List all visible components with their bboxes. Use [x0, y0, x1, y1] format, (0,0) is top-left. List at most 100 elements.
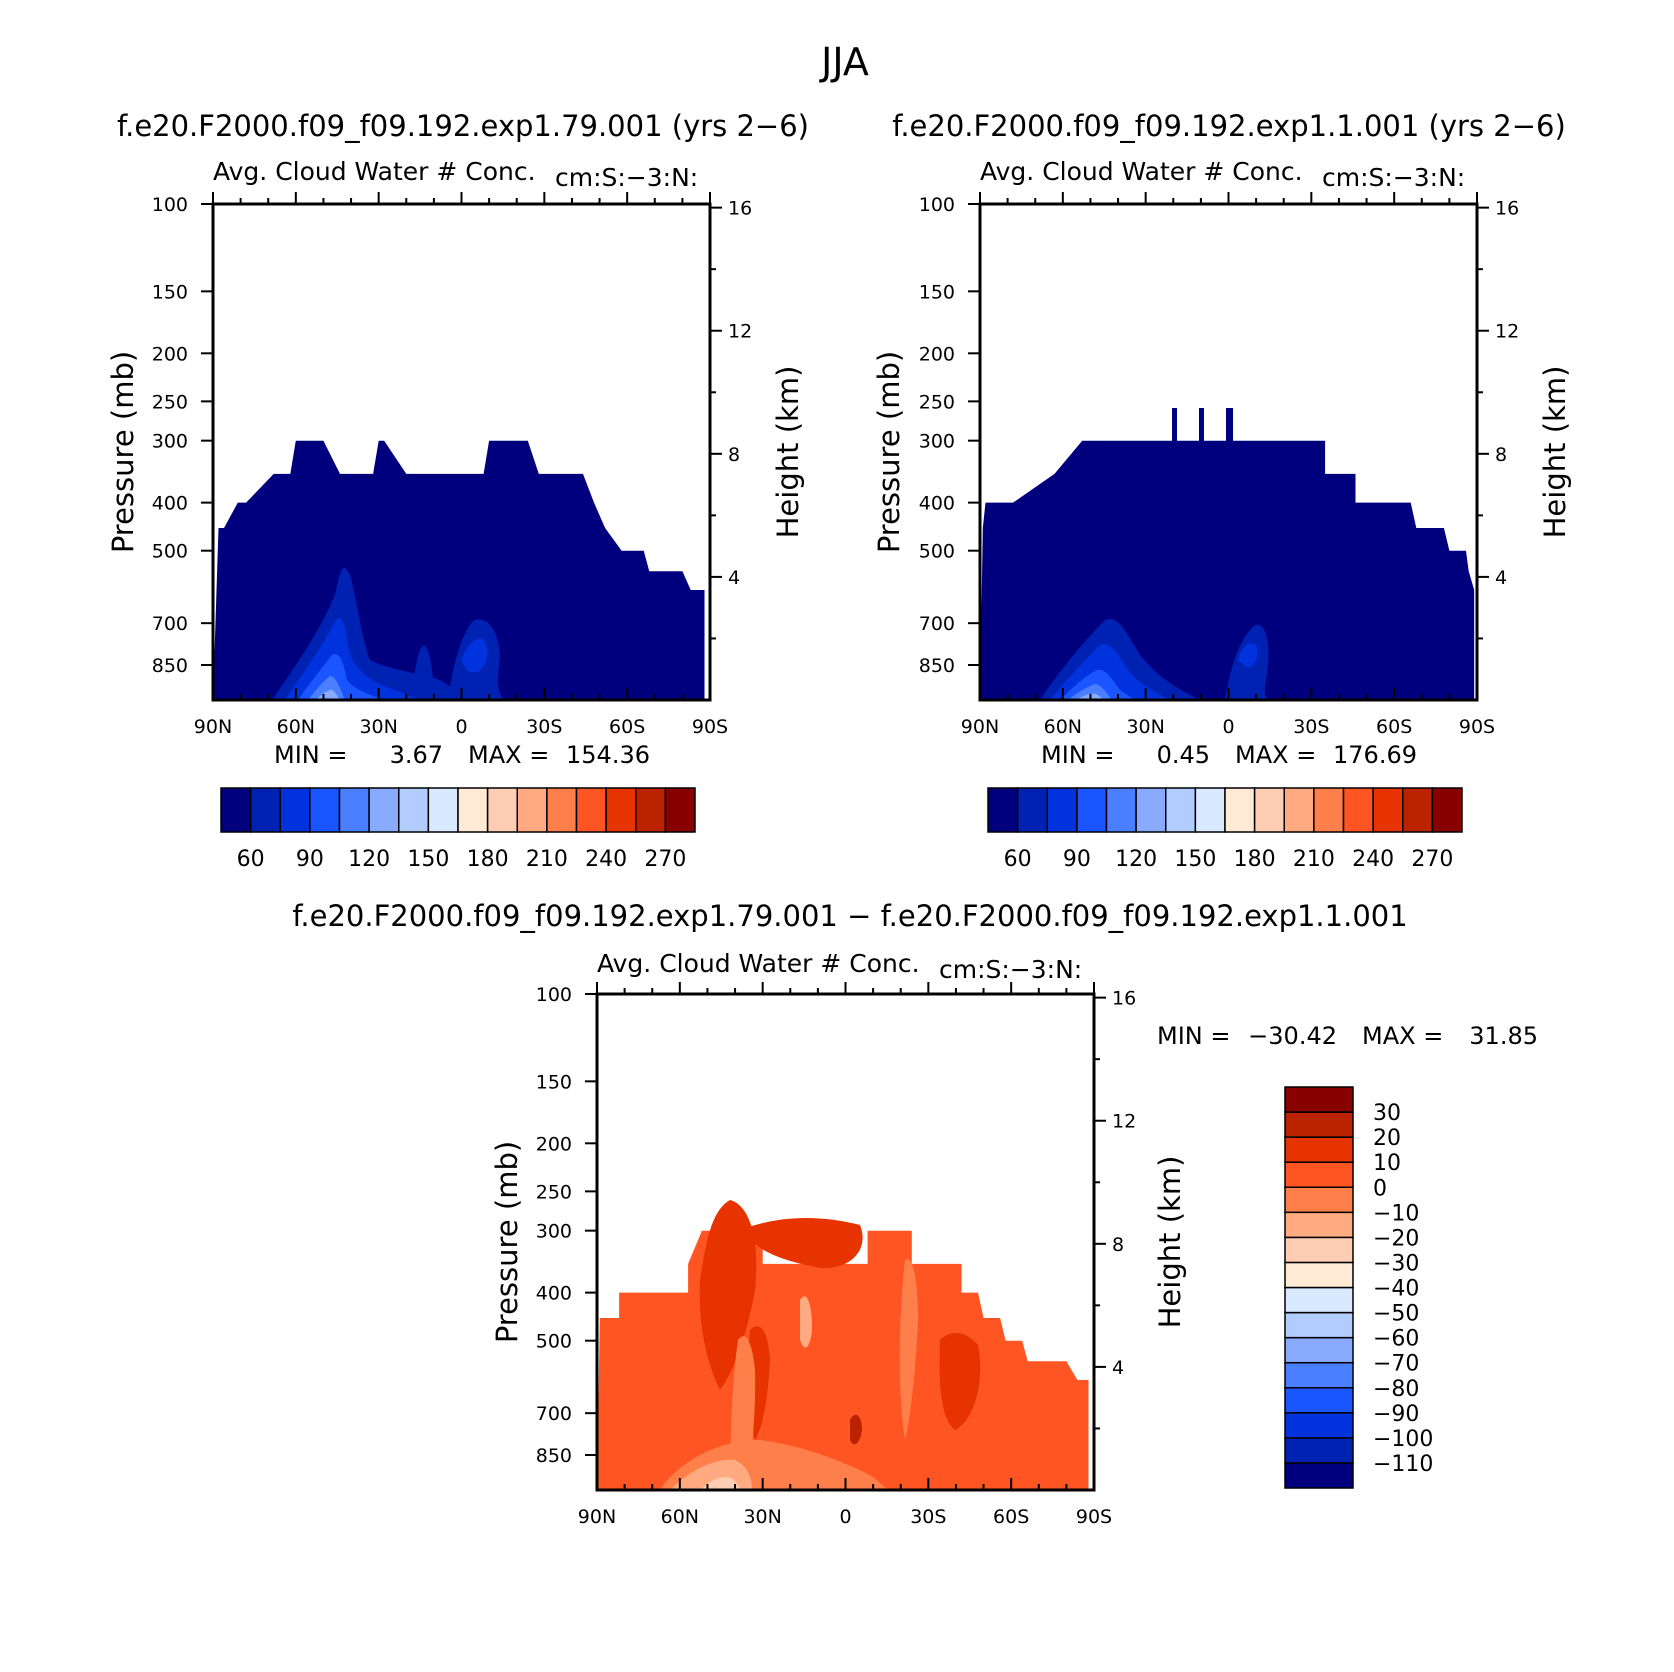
contour-level-10 [740, 1218, 863, 1269]
figure-title: JJA [819, 40, 869, 84]
colorbar-swatch [664, 787, 696, 833]
x-tick-label: 90S [692, 716, 728, 738]
y-right-tick-label: 4 [728, 567, 740, 589]
contour-level-5 [316, 690, 340, 700]
colorbar-label: −100 [1373, 1427, 1433, 1452]
colorbar-label: 180 [467, 847, 509, 872]
colorbar-label: 20 [1373, 1126, 1401, 1151]
colorbar-swatch [1284, 1336, 1354, 1364]
x-tick-label: 0 [1222, 716, 1234, 738]
colorbar-label: 270 [644, 847, 686, 872]
y-axis-right-label: Height (km) [1153, 1156, 1187, 1329]
panel-title: Avg. Cloud Water # Conc. [980, 157, 1303, 186]
colorbar-swatch [1284, 1236, 1354, 1264]
x-tick-label: 60S [1376, 716, 1412, 738]
y-right-tick-label: 4 [1112, 1357, 1124, 1379]
colorbar-label: −10 [1373, 1201, 1419, 1226]
y-axis-right: 16 12 8 4 [1094, 988, 1136, 1430]
contour-field [597, 1200, 1089, 1490]
y-tick-label: 100 [152, 194, 188, 216]
colorbar-swatch [279, 787, 311, 833]
y-tick-label: 300 [152, 431, 188, 453]
colorbar-swatch [605, 787, 637, 833]
colorbar-label: 90 [296, 847, 324, 872]
colorbar-swatch [1372, 787, 1404, 833]
y-right-tick-label: 16 [1112, 988, 1136, 1010]
y-tick-label: 300 [536, 1221, 572, 1243]
max-value: 154.36 [566, 741, 650, 769]
x-tick-label: 60S [993, 1506, 1029, 1528]
x-tick-label: 90N [961, 716, 999, 738]
colorbar-swatch [1076, 787, 1108, 833]
colorbar-label: 240 [585, 847, 627, 872]
y-tick-label: 700 [919, 613, 955, 635]
colorbar-label: 10 [1373, 1151, 1401, 1176]
x-tick-label: 90N [194, 716, 232, 738]
panel-units: cm:S:−3:N: [939, 955, 1082, 984]
colorbar-swatch [1284, 1311, 1354, 1339]
colorbar-swatch [368, 787, 400, 833]
y-tick-label: 400 [152, 493, 188, 515]
colorbar-label: 30 [1373, 1101, 1401, 1126]
min-value: 3.67 [390, 741, 443, 769]
colorbar-swatch [486, 787, 518, 833]
colorbar-swatch [309, 787, 341, 833]
x-tick-label: 30S [526, 716, 562, 738]
y-axis-right: 16 12 8 4 [710, 198, 752, 640]
y-right-tick-label: 8 [728, 444, 740, 466]
y-tick-label: 150 [152, 281, 188, 303]
y-axis-right: 16 12 8 4 [1477, 198, 1519, 640]
x-axis: 90N 60N 30N 0 30S 60S 90S [961, 192, 1495, 738]
y-tick-label: 150 [536, 1071, 572, 1093]
x-tick-label: 0 [839, 1506, 851, 1528]
colorbar-swatch [1284, 1186, 1354, 1214]
y-axis-right-label: Height (km) [771, 366, 805, 539]
x-axis: 90N 60N 30N 0 30S 60S 90S [578, 982, 1112, 1528]
colorbar-swatch [1284, 1437, 1354, 1464]
cloud-region [597, 1230, 1089, 1490]
y-axis-left: 100 150 200 250 300 400 500 700 850 [152, 194, 213, 677]
colorbar-label: −50 [1373, 1302, 1419, 1327]
x-tick-label: 0 [455, 716, 467, 738]
contour-blobs [1040, 619, 1269, 700]
colorbar-swatch [427, 787, 459, 833]
contour-field [980, 408, 1475, 700]
colorbar-label: −20 [1373, 1226, 1419, 1251]
contour-level-7 [700, 1477, 740, 1490]
colorbar-swatch [457, 787, 489, 833]
colorbar-label: 90 [1063, 847, 1091, 872]
x-tick-label: 30N [1126, 716, 1164, 738]
x-tick-label: 30N [359, 716, 397, 738]
colorbar-swatch [1284, 1211, 1354, 1239]
colorbar-swatch [1283, 787, 1315, 833]
colorbar-swatch [516, 787, 548, 833]
y-tick-label: 700 [152, 613, 188, 635]
min-label: MIN = [274, 741, 347, 769]
contour-level-10 [850, 1414, 862, 1445]
spike [1172, 408, 1177, 448]
colorbar-label: 120 [348, 847, 390, 872]
colorbar-label: 120 [1115, 847, 1157, 872]
colorbar-swatch [1284, 1261, 1354, 1289]
contour-level-8 [899, 1259, 918, 1440]
contour-level-8 [413, 645, 434, 690]
colorbar-swatch [546, 787, 578, 833]
contour-field [213, 440, 705, 700]
panel-difference: Avg. Cloud Water # Conc. cm:S:−3:N: 90N 6… [490, 949, 1538, 1528]
colorbar-swatch [1284, 1462, 1354, 1489]
y-tick-label: 200 [536, 1133, 572, 1155]
colorbar-swatch [398, 787, 430, 833]
colorbar-swatch [575, 787, 607, 833]
y-right-tick-label: 8 [1495, 444, 1507, 466]
y-right-tick-label: 12 [728, 321, 752, 343]
colorbar-label: 210 [526, 847, 568, 872]
colorbar-swatch [1284, 1161, 1354, 1188]
y-right-tick-label: 8 [1112, 1234, 1124, 1256]
colorbar-label: −70 [1373, 1352, 1419, 1377]
y-tick-label: 100 [536, 984, 572, 1006]
contour-blobs [660, 1200, 981, 1490]
colorbar-swatch [1253, 787, 1285, 833]
contour-level-10 [939, 1333, 981, 1430]
x-tick-label: 30S [1293, 716, 1329, 738]
